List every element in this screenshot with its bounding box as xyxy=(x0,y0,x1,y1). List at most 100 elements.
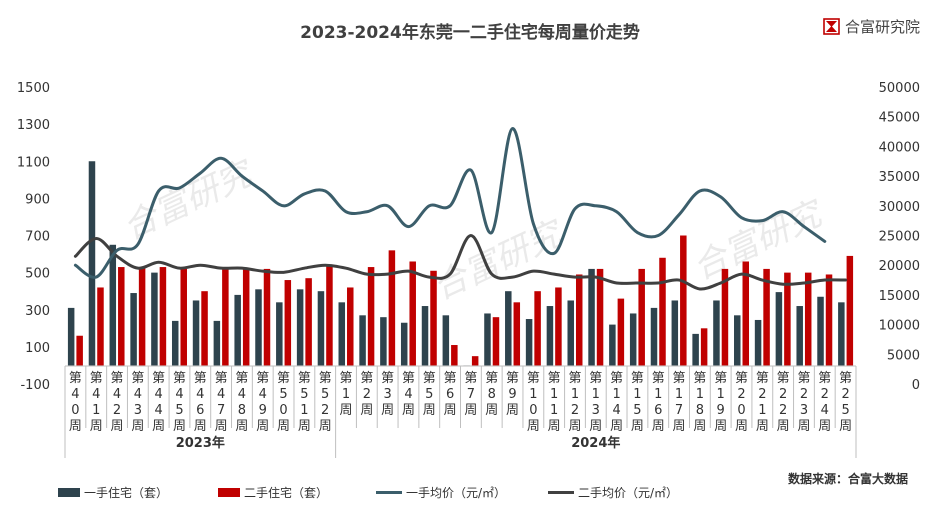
line-new-price xyxy=(73,127,827,279)
bar-new-units xyxy=(109,244,117,366)
bar-new-units xyxy=(192,300,200,366)
legend-item-new-units: 一手住宅（套） xyxy=(58,484,168,501)
bar-new-units xyxy=(609,324,616,366)
bar-new-units xyxy=(171,320,179,366)
left-axis-tick-label: 300 xyxy=(25,304,50,319)
bar-new-units xyxy=(754,319,762,366)
left-axis-tick-label: 100 xyxy=(25,341,50,356)
legend-swatch-resale-units xyxy=(218,488,240,497)
left-axis-tick-label: 700 xyxy=(25,230,50,245)
legend: 一手住宅（套） 二手住宅（套） 一手均价（元/㎡） 二手均价（元/㎡） xyxy=(0,484,940,504)
bar-resale-units xyxy=(263,268,271,366)
bar-new-units xyxy=(67,307,75,366)
legend-label-new-units: 一手住宅（套） xyxy=(84,486,169,500)
legend-label-new-price: 一手均价（元/㎡） xyxy=(406,486,507,500)
chart-title: 2023-2024年东莞一二手住宅每周量价走势 xyxy=(300,23,640,43)
bar-resale-units xyxy=(76,335,83,366)
bar-new-units xyxy=(151,272,158,366)
right-axis-tick-label: 40000 xyxy=(879,140,920,155)
watermark-text: 合富研究 xyxy=(427,213,571,308)
legend-label-resale-units: 二手住宅（套） xyxy=(244,486,329,500)
bar-new-units xyxy=(505,291,512,366)
bar-resale-units xyxy=(617,298,625,366)
bar-new-units xyxy=(838,302,845,366)
bar-resale-units xyxy=(180,268,187,366)
legend-item-new-price: 一手均价（元/㎡） xyxy=(376,484,506,501)
bar-new-units xyxy=(546,306,554,366)
bar-resale-units xyxy=(596,268,604,366)
bar-resale-units xyxy=(804,272,812,366)
bar-new-units xyxy=(276,302,283,366)
bar-new-units xyxy=(88,161,96,366)
left-axis-tick-label: 900 xyxy=(25,192,50,207)
bar-resale-units xyxy=(555,287,562,366)
bar-new-units xyxy=(442,315,450,366)
bar-resale-units xyxy=(513,302,521,366)
bar-resale-units xyxy=(201,291,208,366)
bar-resale-units xyxy=(409,261,416,366)
bar-new-units xyxy=(775,292,783,366)
bar-new-units xyxy=(713,300,720,366)
bar-resale-units xyxy=(138,267,146,366)
right-axis-tick-label: 35000 xyxy=(879,170,920,185)
bar-resale-units xyxy=(388,250,396,366)
right-axis-tick-label: 30000 xyxy=(879,200,920,215)
watermark-text: 合富研究 xyxy=(117,153,261,248)
bar-resale-units xyxy=(825,274,833,366)
bar-resale-units xyxy=(242,268,250,366)
bar-new-units xyxy=(734,315,741,366)
bar-resale-units xyxy=(222,267,229,366)
bar-resale-units xyxy=(97,287,104,366)
bar-resale-units xyxy=(659,257,666,366)
right-axis-tick-label: 25000 xyxy=(879,230,920,245)
bar-new-units xyxy=(255,289,262,366)
right-axis-tick-label: 5000 xyxy=(887,348,920,363)
legend-item-resale-price: 二手均价（元/㎡） xyxy=(548,484,678,501)
bar-resale-units xyxy=(367,267,375,366)
bar-resale-units xyxy=(784,272,791,366)
bar-new-units xyxy=(650,307,658,366)
legend-item-resale-units: 二手住宅（套） xyxy=(218,484,328,501)
left-axis-tick-label: -100 xyxy=(20,378,50,393)
bar-new-units xyxy=(671,300,679,366)
bar-new-units xyxy=(484,313,491,366)
bar-resale-units xyxy=(305,278,312,366)
bar-resale-units xyxy=(534,291,541,366)
bar-new-units xyxy=(400,322,408,366)
bar-resale-units xyxy=(846,255,854,366)
bar-new-units xyxy=(817,296,824,366)
bar-new-units xyxy=(588,268,595,366)
bar-resale-units xyxy=(118,267,125,366)
left-axis-tick-label: 1300 xyxy=(17,118,50,133)
right-axis-tick-label: 20000 xyxy=(879,259,920,274)
bar-new-units xyxy=(796,306,803,366)
bar-resale-units xyxy=(159,267,167,366)
bar-resale-units xyxy=(680,235,687,366)
